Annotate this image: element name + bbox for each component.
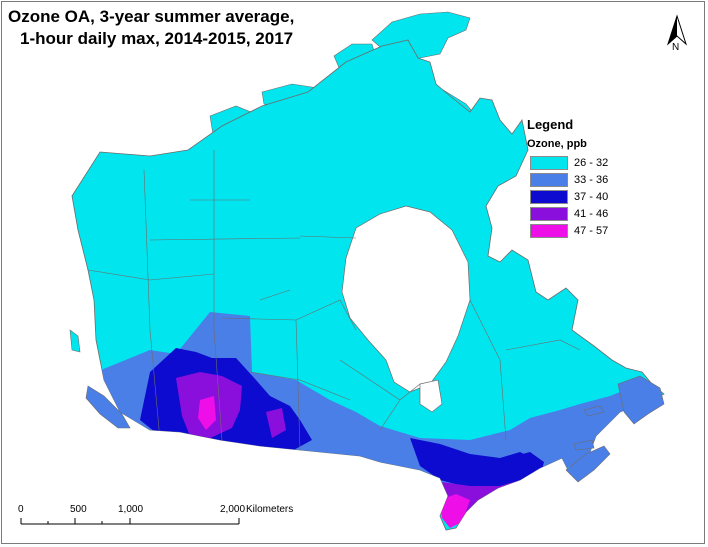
legend-item-label: 26 - 32 (574, 156, 609, 169)
legend-item: 37 - 40 (527, 188, 687, 205)
prince-edward-island (573, 439, 595, 451)
region-41-46-saskatchewan (266, 408, 286, 438)
legend-item: 33 - 36 (527, 171, 687, 188)
vancouver-island (85, 385, 131, 429)
scale-tick-label: 1,000 (118, 504, 144, 515)
anticosti-island (583, 405, 605, 417)
newfoundland (617, 375, 665, 425)
legend-item: 41 - 46 (527, 205, 687, 222)
james-bay (419, 379, 443, 413)
title-line-2: 1-hour daily max, 2014-2015, 2017 (20, 29, 294, 48)
scale-tick-label: 2,000 (220, 504, 246, 515)
scale-bar-line (20, 518, 240, 525)
legend-item: 47 - 57 (527, 222, 687, 239)
nova-scotia (565, 445, 611, 483)
legend-item-label: 37 - 40 (574, 190, 609, 203)
title-line-1: Ozone OA, 3-year summer average, (8, 7, 295, 26)
legend-swatch (530, 172, 568, 187)
scale-tick-label: 0 (18, 504, 24, 515)
hudson-bay (341, 205, 471, 393)
legend-item-label: 33 - 36 (574, 173, 609, 186)
legend-subtitle: Ozone, ppb (527, 138, 587, 150)
legend-item-label: 47 - 57 (574, 224, 609, 237)
scale-tick-label: 500 (70, 504, 87, 515)
region-47-57-alberta (198, 396, 216, 430)
haida-gwaii (69, 329, 81, 353)
legend-item: 26 - 32 (527, 154, 687, 171)
legend-swatch (530, 189, 568, 204)
mainland (69, 39, 665, 531)
legend-title: Legend (527, 117, 574, 132)
legend-swatch (530, 155, 568, 170)
district-boundaries (87, 150, 581, 451)
legend-item-label: 41 - 46 (574, 207, 609, 220)
scale-unit-label: Kilometers (246, 504, 294, 515)
north-arrow-icon (666, 14, 688, 46)
map-title: Ozone OA, 3-year summer average, 1-hour … (8, 6, 294, 50)
north-arrow-label: N (672, 42, 680, 53)
legend-swatch (530, 206, 568, 221)
legend: Legend Ozone, ppb 26 - 32 33 - 36 37 - 4… (527, 117, 687, 239)
region-37-40-ontario (410, 438, 540, 488)
legend-swatch (530, 223, 568, 238)
